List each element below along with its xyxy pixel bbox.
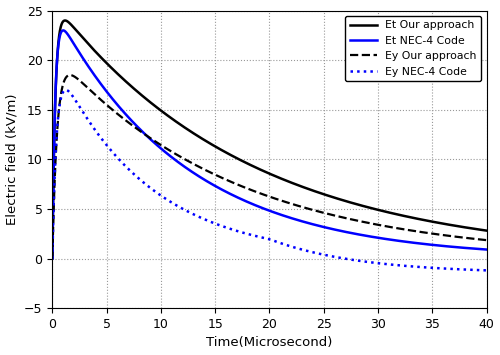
Y-axis label: Electric field (kV/m): Electric field (kV/m) — [6, 94, 18, 225]
Et NEC-4 Code — [60, 28, 66, 33]
Et NEC-4 Code — [374, 235, 380, 240]
Et Our approach — [216, 146, 222, 151]
Line: Et NEC-4 Code: Et NEC-4 Code — [52, 31, 486, 258]
Et NEC-4 Code — [216, 186, 222, 190]
Ey Our approach — [50, 256, 56, 261]
Ey Our approach — [310, 208, 316, 212]
X-axis label: Time(Microsecond): Time(Microsecond) — [206, 337, 332, 349]
Ey NEC-4 Code — [63, 88, 69, 92]
Et Our approach — [128, 84, 134, 88]
Ey NEC-4 Code — [484, 268, 490, 273]
Ey NEC-4 Code — [50, 256, 56, 261]
Ey NEC-4 Code — [216, 223, 222, 227]
Et NEC-4 Code — [128, 118, 134, 122]
Ey Our approach — [332, 213, 338, 218]
Et Our approach — [50, 256, 56, 261]
Et Our approach — [310, 189, 316, 193]
Ey Our approach — [67, 73, 73, 77]
Et Our approach — [62, 18, 68, 23]
Ey NEC-4 Code — [128, 170, 134, 174]
Et Our approach — [484, 229, 490, 233]
Legend: Et Our approach, Et NEC-4 Code, Ey Our approach, Ey NEC-4 Code: Et Our approach, Et NEC-4 Code, Ey Our a… — [346, 16, 481, 81]
Et NEC-4 Code — [310, 222, 316, 226]
Et Our approach — [332, 196, 338, 200]
Ey Our approach — [406, 228, 412, 232]
Et NEC-4 Code — [484, 247, 490, 252]
Ey Our approach — [374, 222, 380, 226]
Et NEC-4 Code — [406, 240, 412, 244]
Ey NEC-4 Code — [406, 264, 412, 268]
Ey Our approach — [216, 174, 222, 178]
Line: Ey NEC-4 Code: Ey NEC-4 Code — [52, 90, 486, 271]
Ey NEC-4 Code — [310, 250, 316, 255]
Ey Our approach — [484, 238, 490, 242]
Ey NEC-4 Code — [332, 255, 338, 259]
Et NEC-4 Code — [332, 228, 338, 232]
Et NEC-4 Code — [50, 256, 56, 261]
Line: Ey Our approach: Ey Our approach — [52, 75, 486, 258]
Line: Et Our approach: Et Our approach — [52, 21, 486, 258]
Ey NEC-4 Code — [374, 261, 380, 265]
Ey Our approach — [128, 122, 134, 127]
Et Our approach — [374, 207, 380, 212]
Et Our approach — [406, 215, 412, 219]
